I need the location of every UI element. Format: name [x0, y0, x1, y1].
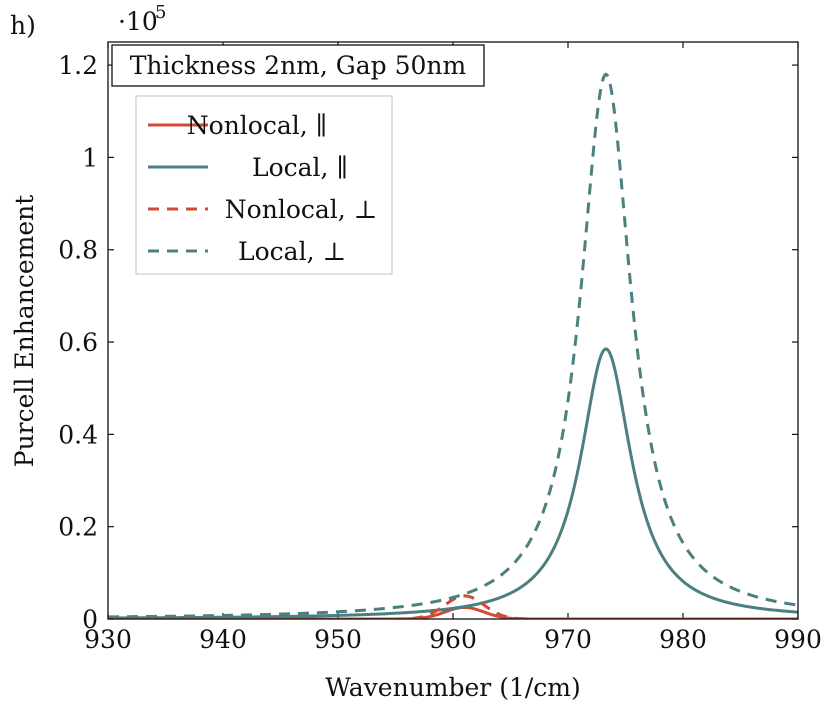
panel-label: h): [10, 11, 36, 40]
x-tick-label: 950: [314, 625, 362, 654]
series-line-1: [108, 347, 798, 619]
y-tick-label: 1.2: [58, 51, 98, 80]
x-axis-label: Wavenumber (1/cm): [325, 673, 581, 702]
y-tick-label: 1: [82, 143, 98, 172]
y-tick-label: 0.2: [58, 513, 98, 542]
plot-frame: [107, 41, 799, 620]
series-layer: [108, 72, 798, 619]
x-tick-label: 960: [429, 625, 477, 654]
y-axis-label: Purcell Enhancement: [10, 195, 39, 468]
series-line-2: [108, 594, 798, 619]
legend-label-3: Local, ⊥: [238, 237, 346, 266]
y-tick-label: 0.8: [58, 236, 98, 265]
x-tick-label: 980: [659, 625, 707, 654]
y-multiplier-exp: 5: [155, 2, 166, 23]
y-tick-label: 0.6: [58, 328, 98, 357]
title-box: [111, 44, 485, 87]
x-tick-label: 970: [544, 625, 592, 654]
legend: Nonlocal, ∥ Local, ∥ Nonlocal, ⊥ Local, ⊥: [148, 111, 377, 266]
y-tick-label: 0: [82, 605, 98, 634]
tick-labels: 930 940 950 960 970 980 990 0 0.2 0.4 0.6 0.8 1 1.2: [58, 51, 822, 654]
chart-title: Thickness 2nm, Gap 50nm: [130, 51, 467, 80]
y-multiplier-base: ·10: [118, 7, 158, 36]
y-tick-label: 0.4: [58, 420, 98, 449]
x-tick-label: 940: [199, 625, 247, 654]
series-line-3: [108, 72, 798, 619]
x-tick-label: 930: [84, 625, 132, 654]
legend-label-2: Nonlocal, ⊥: [225, 195, 377, 224]
legend-label-0: Nonlocal, ∥: [187, 111, 327, 140]
legend-label-1: Local, ∥: [252, 153, 348, 182]
x-tick-label: 990: [774, 625, 822, 654]
